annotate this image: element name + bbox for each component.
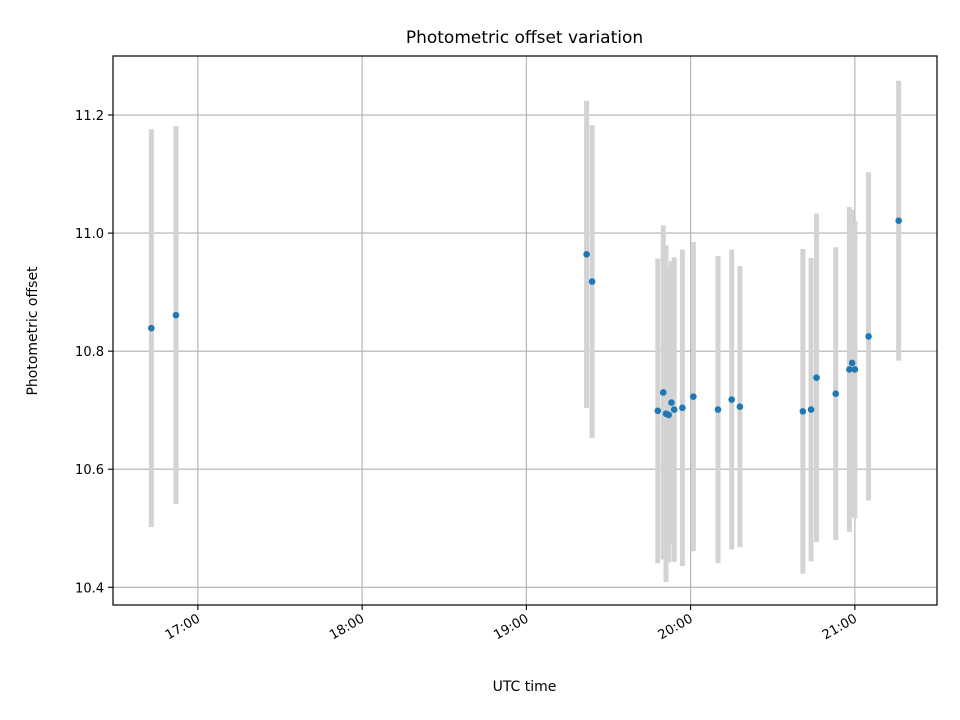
y-tick-label: 10.8 xyxy=(75,345,104,360)
data-point xyxy=(865,333,872,340)
data-point xyxy=(659,389,667,396)
data-point xyxy=(583,251,590,258)
data-point xyxy=(807,406,815,413)
grid xyxy=(113,56,937,605)
chart-title: Photometric offset variation xyxy=(406,28,643,48)
data-point xyxy=(851,366,859,373)
data-point xyxy=(799,408,807,415)
data-point xyxy=(172,311,180,319)
data-point xyxy=(670,406,678,413)
data-point xyxy=(679,404,686,412)
data-point xyxy=(832,390,840,397)
data-point xyxy=(736,403,744,410)
data-point xyxy=(714,406,722,413)
data-point xyxy=(690,393,697,400)
data-point xyxy=(654,407,662,415)
data-point xyxy=(848,359,856,367)
data-point xyxy=(895,217,902,224)
y-tick-label: 11.2 xyxy=(75,109,104,124)
y-tick-label: 10.4 xyxy=(75,581,104,596)
data-point xyxy=(846,366,853,373)
y-axis-label: Photometric offset xyxy=(25,266,41,396)
data-point xyxy=(668,399,675,406)
y-axis-ticks: 10.4 10.6 10.8 11.0 11.2 xyxy=(75,109,113,596)
data-point xyxy=(588,278,596,285)
data-point xyxy=(148,324,155,332)
data-point xyxy=(728,396,735,403)
y-tick-label: 10.6 xyxy=(75,463,104,478)
data-point xyxy=(665,411,673,419)
x-axis-label: UTC time xyxy=(493,679,557,695)
plot-frame xyxy=(112,55,938,606)
data-point xyxy=(813,374,820,382)
y-tick-label: 11.0 xyxy=(75,227,104,242)
data-points xyxy=(148,217,902,419)
